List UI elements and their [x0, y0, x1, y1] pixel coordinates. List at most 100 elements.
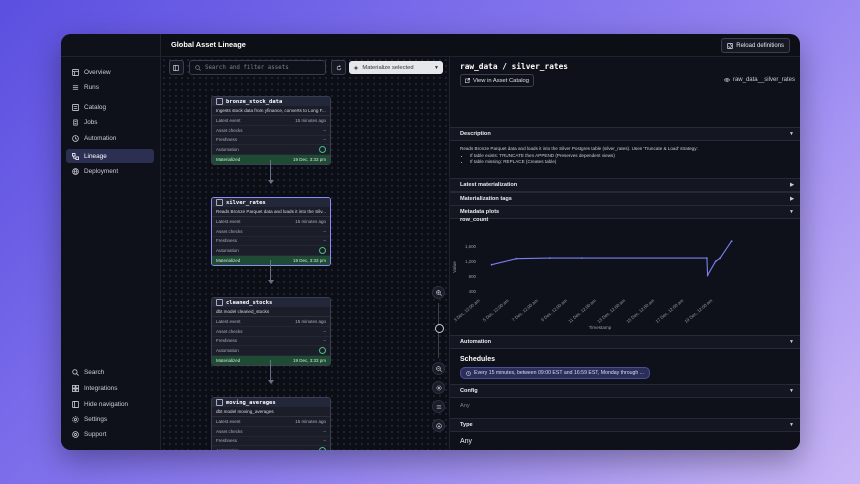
raw-table-link[interactable]: raw_data__silver_rates: [723, 77, 795, 83]
deployment-icon: [71, 168, 79, 176]
node-row-label: Materialized: [216, 258, 241, 264]
app-window: Overview Runs Catalog Jobs Automation: [61, 34, 800, 450]
section-metadata-plots[interactable]: Metadata plots ▼: [450, 205, 800, 219]
section-title: Type: [460, 422, 473, 428]
check-icon: [319, 247, 326, 255]
reload-definitions-button[interactable]: Reload definitions: [721, 38, 790, 53]
node-row-latest-event: Latest event 15 minutes ago: [212, 217, 330, 227]
node-description: dbt model cleaned_stocks: [212, 307, 330, 317]
asset-search-input[interactable]: Search and filter assets: [188, 60, 327, 75]
section-latest-materialization[interactable]: Latest materialization ▶: [450, 178, 800, 192]
section-description[interactable]: Description ▼: [450, 127, 800, 141]
lineage-icon: [71, 152, 79, 160]
layout-button[interactable]: [432, 400, 445, 413]
sidebar-item-hide-navigation[interactable]: Hide navigation: [66, 397, 154, 411]
sidebar-item-integrations[interactable]: Integrations: [66, 382, 154, 396]
zoom-in-button[interactable]: [432, 286, 445, 299]
node-row-value: –: [323, 428, 326, 434]
sidebar-item-jobs[interactable]: Jobs: [66, 116, 154, 130]
node-row-label: Latest event: [216, 418, 241, 424]
chevron-down-icon[interactable]: ▼: [434, 64, 439, 71]
node-row-asset-checks: Asset checks –: [212, 126, 330, 136]
node-row-label: Asset checks: [216, 228, 243, 234]
list-item: If table exists: TRUNCATE then APPEND (P…: [470, 153, 698, 159]
sidebar-item-settings[interactable]: Settings: [66, 412, 154, 426]
node-row-value: –: [323, 328, 326, 334]
node-row-label: Freshness: [216, 438, 238, 444]
node-row-value: 19 Dec, 3:33 pm: [292, 358, 326, 364]
schedule-pill[interactable]: Every 15 minutes, between 09:00 EST and …: [460, 367, 651, 379]
chevron-right-icon: ▶: [790, 196, 794, 202]
section-title: Latest materialization: [460, 182, 518, 188]
node-row-value: –: [323, 137, 326, 143]
node-description: Ingests stock data from yfinance, conver…: [212, 106, 330, 116]
zoom-out-button[interactable]: [432, 362, 445, 375]
sidebar-item-support[interactable]: Support: [66, 428, 154, 442]
asset-node-bronze-stock-data[interactable]: bronze_stock_data Ingests stock data from…: [211, 96, 331, 165]
download-button[interactable]: [432, 419, 445, 432]
clock-icon: [466, 370, 471, 376]
node-row-automation: Automation: [212, 246, 330, 257]
sidebar-item-lineage[interactable]: Lineage: [66, 149, 154, 164]
sidebar-nav: Overview Runs Catalog Jobs Automation: [66, 65, 154, 180]
x-tick-label: 13 Dec, 12:00 am: [596, 298, 626, 324]
section-config[interactable]: Config ▼: [450, 384, 800, 398]
node-row-label: Automation: [216, 448, 239, 450]
sidebar: Overview Runs Catalog Jobs Automation: [61, 34, 161, 450]
hide-navigation-icon: [71, 400, 79, 408]
view-in-catalog-button[interactable]: View in Asset Catalog: [460, 74, 534, 87]
chart-title: row_count: [460, 217, 488, 223]
toggle-sidebar-button[interactable]: [169, 60, 184, 75]
database-icon: [216, 98, 223, 105]
data-point: [706, 274, 709, 277]
node-row-label: Latest event: [216, 218, 241, 224]
view-catalog-label: View in Asset Catalog: [473, 77, 529, 84]
node-row-automation: Automation: [212, 346, 330, 357]
edge-arrow: [267, 380, 274, 384]
sidebar-item-runs[interactable]: Runs: [66, 80, 154, 94]
asset-node-cleaned-stocks[interactable]: cleaned_stocks dbt model cleaned_stocks La…: [211, 297, 331, 366]
sidebar-item-label: Automation: [84, 134, 117, 142]
layout-icon: [436, 404, 441, 409]
x-tick-label: 5 Dec, 12:00 am: [482, 298, 510, 323]
section-title: Materialization tags: [460, 196, 512, 202]
section-title: Config: [460, 388, 478, 394]
x-tick-label: 17 Dec, 12:00 am: [655, 298, 685, 324]
chevron-down-icon: ▼: [789, 209, 794, 215]
node-row-asset-checks: Asset checks –: [212, 427, 330, 437]
asset-node-moving-averages[interactable]: moving_averages dbt model moving_averages…: [211, 397, 331, 450]
section-automation[interactable]: Automation ▼: [450, 335, 800, 349]
lineage-graph[interactable]: Search and filter assets Materialize sel…: [161, 57, 448, 450]
node-row-latest-event: Latest event 15 minutes ago: [212, 417, 330, 427]
refresh-button[interactable]: [331, 60, 347, 75]
graph-settings-button[interactable]: [432, 381, 445, 394]
sidebar-item-label: Runs: [84, 83, 99, 91]
sidebar-item-deployment[interactable]: Deployment: [66, 165, 154, 179]
sidebar-item-search[interactable]: Search: [66, 365, 154, 379]
asset-title: raw_data / silver_rates: [460, 62, 568, 71]
row-count-chart: row_count Value 1,600 1,200 800 400 3 Dec, 12:…: [452, 217, 733, 330]
sidebar-bottom-nav: Search Integrations Hide navigation Sett…: [66, 365, 154, 443]
node-row-label: Freshness: [216, 338, 238, 344]
node-row-label: Automation: [216, 147, 239, 153]
search-placeholder: Search and filter assets: [204, 64, 289, 71]
node-name: silver_rates: [226, 199, 266, 206]
data-point: [706, 257, 708, 260]
chevron-down-icon: ▼: [789, 339, 794, 345]
x-tick-label: 19 Dec, 12:00 am: [684, 298, 714, 324]
asset-node-silver-rates[interactable]: silver_rates Reads Bronze Parquet data an…: [211, 197, 331, 266]
materialize-selected-button[interactable]: Materialize selected ▼: [349, 61, 443, 74]
zoom-slider[interactable]: [434, 303, 444, 358]
section-type[interactable]: Type ▼: [450, 418, 800, 432]
database-icon: [216, 399, 223, 406]
overview-icon: [71, 68, 79, 76]
sidebar-item-catalog[interactable]: Catalog: [66, 101, 154, 115]
y-tick-label: 400: [469, 289, 477, 294]
chevron-down-icon: ▼: [789, 131, 794, 137]
node-row-asset-checks: Asset checks –: [212, 227, 330, 237]
zoom-slider-knob[interactable]: [434, 324, 444, 333]
sidebar-item-automation[interactable]: Automation: [66, 131, 154, 145]
sidebar-item-overview[interactable]: Overview: [66, 65, 154, 79]
x-tick-label: 11 Dec, 12:00 am: [567, 298, 597, 324]
node-row-freshness: Freshness –: [212, 136, 330, 146]
